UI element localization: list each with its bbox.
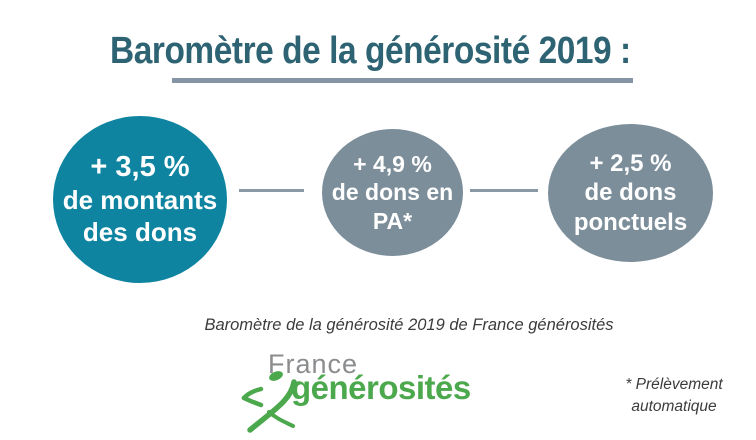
- stat-label-line: PA*: [372, 207, 413, 234]
- connector-line: [239, 189, 304, 192]
- logo-text-france: France: [268, 349, 359, 379]
- footnote-line: * Prélèvement: [625, 376, 723, 393]
- stat-label-line: ponctuels: [573, 208, 688, 236]
- stat-circle-montants-des-dons: + 3,5 % de montants des dons: [53, 116, 227, 283]
- page-title: Baromètre de la générosité 2019 :: [110, 30, 631, 72]
- footnote-line: automatique: [631, 398, 717, 416]
- stat-label-line: de montants: [62, 185, 218, 216]
- stat-value: + 4,9 %: [353, 151, 432, 178]
- france-generosites-logo: France générosités: [240, 345, 530, 437]
- footnote: * Prélèvement automatique: [604, 374, 744, 419]
- france-generosites-figure-icon: [241, 371, 297, 433]
- stat-circle-dons-ponctuels: + 2,5 % de dons ponctuels: [548, 124, 713, 262]
- stat-circle-dons-en-pa: + 4,9 % de dons en PA*: [322, 129, 463, 256]
- stat-label-line: de dons: [584, 179, 677, 207]
- stat-value: + 2,5 %: [589, 150, 672, 178]
- connector-line: [470, 189, 538, 192]
- stat-value: + 3,5 %: [90, 151, 190, 184]
- logo-text-generosites: générosités: [291, 369, 471, 406]
- stat-label-line: de dons en: [331, 179, 454, 206]
- source-caption: Baromètre de la générosité 2019 de Franc…: [204, 316, 614, 334]
- title-underline: [172, 78, 633, 83]
- stat-label-line: des dons: [82, 217, 198, 248]
